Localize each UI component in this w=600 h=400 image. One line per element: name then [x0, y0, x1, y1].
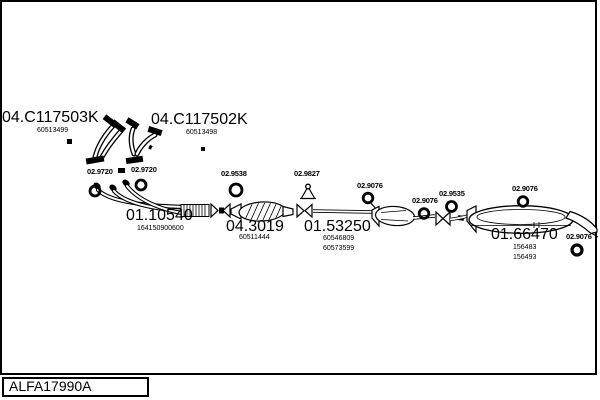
clamp-code-9076-d[interactable]: 02.9076	[566, 232, 592, 241]
part-code-front-pipe[interactable]: 01.10540	[126, 207, 193, 224]
clamp-code-9076-b[interactable]: 02.9076	[412, 196, 438, 205]
catalytic-converter-drawing[interactable]	[230, 200, 294, 222]
hanger-bracket-02-9827[interactable]	[300, 183, 316, 200]
tailpipe-drawing[interactable]	[565, 210, 599, 238]
part-code-center-muffler[interactable]: 01.53250	[304, 218, 371, 235]
intermediate-pipe-drawing[interactable]	[312, 209, 373, 214]
clamp-code-9076-c[interactable]: 02.9076	[512, 184, 538, 193]
hanger-ring-02-9535[interactable]	[445, 200, 458, 213]
catalog-code: ALFA17990A	[9, 378, 92, 394]
clamp-code-9538[interactable]: 02.9538	[221, 169, 247, 178]
part-code-manifold-left[interactable]: 04.C117503K	[2, 109, 99, 126]
rear-muffler-drawing[interactable]	[466, 205, 574, 234]
flange-joint-front	[210, 202, 231, 219]
front-pipe-drawing[interactable]	[92, 178, 210, 217]
part-code-rear-muffler[interactable]: 01.66470	[491, 226, 558, 243]
part-oem-center-muffler-2: 60573599	[323, 245, 355, 252]
part-oem-center-muffler-1: 60546809	[323, 235, 355, 242]
part-oem-catalytic: 60511444	[239, 234, 270, 241]
part-oem-manifold-right: 60513498	[186, 129, 218, 136]
gasket-ring-02-9720-right[interactable]	[134, 178, 148, 192]
part-oem-rear-muffler-2: 156493	[513, 254, 537, 261]
hanger-ring-02-9076-c[interactable]	[516, 195, 530, 208]
part-oem-manifold-left: 60513499	[37, 127, 69, 134]
part-code-manifold-right[interactable]: 04.C117502K	[151, 111, 248, 128]
part-oem-rear-muffler-1: 156483	[513, 244, 537, 251]
part-code-catalytic[interactable]: 04.3019	[226, 218, 284, 235]
hanger-ring-02-9076-d[interactable]	[570, 243, 584, 257]
catalog-code-box: ALFA17990A	[2, 377, 149, 397]
hanger-ring-02-9076-a[interactable]	[361, 191, 378, 211]
exhaust-manifold-right-drawing[interactable]	[125, 117, 163, 165]
gasket-ring-02-9720-left[interactable]	[88, 184, 102, 198]
clamp-code-9535[interactable]: 02.9535	[439, 189, 465, 198]
gasket-ring-02-9076-b[interactable]	[417, 207, 431, 220]
exhaust-manifold-left-drawing[interactable]	[85, 114, 127, 165]
small-marks	[67, 139, 205, 173]
clamp-code-9076-a[interactable]: 02.9076	[357, 181, 383, 190]
flange-joint-mid	[296, 203, 313, 219]
clamp-code-9720-right[interactable]: 02.9720	[131, 165, 157, 174]
gasket-ring-02-9538[interactable]	[228, 182, 244, 198]
clamp-code-9720-left[interactable]: 02.9720	[87, 167, 113, 176]
clamp-code-9827[interactable]: 02.9827	[294, 169, 320, 178]
part-oem-front-pipe: 164150900600	[137, 225, 184, 232]
